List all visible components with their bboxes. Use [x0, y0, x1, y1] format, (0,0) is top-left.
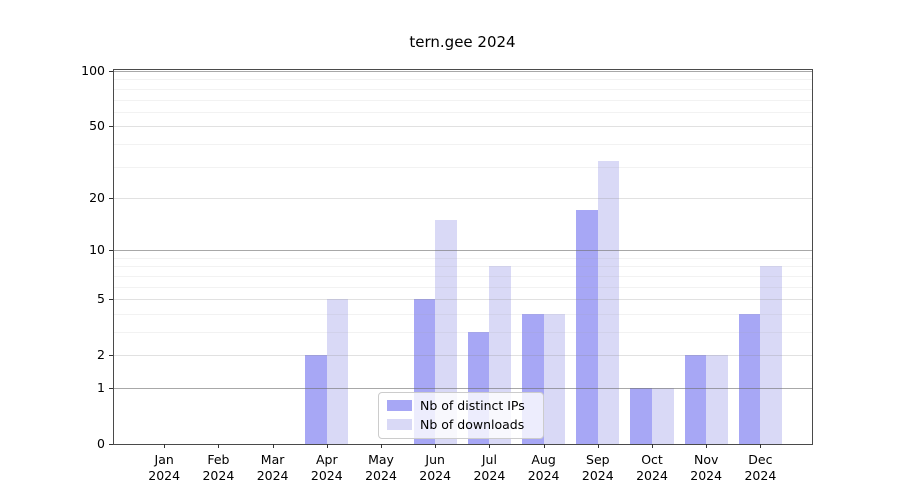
- bar-downloads-apr: [326, 299, 349, 444]
- bar-downloads-dec: [760, 266, 783, 444]
- y-tick-mark-20: [109, 197, 113, 199]
- gridline-y-1: [113, 388, 812, 389]
- x-tick-label-feb: Feb 2024: [190, 452, 246, 484]
- x-tick-mark-may: [381, 444, 382, 448]
- legend-label-distinct-ips: Nb of distinct IPs: [420, 398, 525, 413]
- y-tick-label-5: 5: [97, 291, 105, 307]
- gridline-y-8: [113, 266, 812, 268]
- y-tick-mark-2: [109, 355, 113, 357]
- bar-downloads-jun: [435, 219, 457, 444]
- spine-right: [812, 69, 813, 445]
- legend-swatch-downloads: [387, 419, 412, 430]
- x-tick-mark-aug: [543, 444, 545, 448]
- legend-item-distinct-ips: Nb of distinct IPs: [387, 398, 535, 413]
- x-tick-label-year: 2024: [419, 468, 452, 483]
- y-tick-mark-100: [109, 71, 113, 72]
- gridline-y-100: [113, 71, 812, 72]
- bar-ips-apr: [305, 355, 327, 444]
- x-tick-label-apr: Apr 2024: [299, 452, 355, 484]
- x-tick-label-year: 2024: [202, 468, 235, 483]
- y-tick-mark-5: [109, 299, 113, 301]
- bar-downloads-sep: [597, 161, 620, 444]
- x-tick-label-oct: Oct 2024: [624, 452, 680, 484]
- y-tick-mark-10: [109, 250, 113, 252]
- plot-area: [113, 69, 812, 444]
- spine-top: [113, 69, 813, 70]
- x-tick-label-dec: Dec 2024: [732, 452, 788, 484]
- spine-left: [113, 69, 114, 445]
- x-tick-label-mar: Mar 2024: [245, 452, 301, 484]
- x-tick-mark-apr: [326, 444, 328, 448]
- x-tick-label-year: 2024: [473, 468, 506, 483]
- gridline-y-80: [113, 88, 812, 90]
- x-tick-label-sep: Sep 2024: [570, 452, 626, 484]
- x-tick-label-jul: Jul 2024: [461, 452, 517, 484]
- gridline-y-6: [113, 286, 812, 288]
- legend-label-downloads: Nb of downloads: [420, 417, 525, 432]
- gridline-y-50: [113, 126, 812, 128]
- x-tick-label-may: May 2024: [353, 452, 409, 484]
- bar-downloads-aug: [543, 313, 566, 444]
- gridline-y-3: [113, 332, 812, 333]
- x-tick-label-year: 2024: [310, 468, 343, 483]
- x-tick-label-year: 2024: [581, 468, 614, 483]
- gridline-y-4: [113, 313, 812, 315]
- gridline-y-60: [113, 111, 812, 113]
- x-tick-mark-jul: [489, 444, 491, 448]
- x-tick-label-jun: Jun 2024: [407, 452, 463, 484]
- gridline-y-7: [113, 275, 812, 277]
- y-tick-mark-1: [109, 388, 113, 389]
- y-tick-label-100: 100: [81, 63, 105, 78]
- x-tick-mark-jan: [164, 444, 166, 448]
- gridline-y-40: [113, 143, 812, 145]
- gridline-y-10: [113, 250, 812, 252]
- x-tick-label-aug: Aug 2024: [516, 452, 572, 484]
- y-tick-label-1: 1: [97, 380, 105, 395]
- chart-title: tern.gee 2024: [409, 33, 516, 51]
- bar-ips-dec: [738, 313, 761, 444]
- gridline-y-70: [113, 99, 812, 101]
- gridline-y-30: [113, 166, 812, 168]
- x-tick-label-year: 2024: [744, 468, 777, 483]
- y-tick-label-20: 20: [89, 189, 105, 205]
- x-tick-label-year: 2024: [690, 468, 723, 483]
- legend: Nb of distinct IPs Nb of downloads: [378, 392, 544, 439]
- x-tick-mark-feb: [218, 444, 220, 448]
- bar-ips-sep: [576, 210, 598, 444]
- y-tick-mark-0: [109, 444, 113, 445]
- x-tick-mark-nov: [706, 444, 708, 448]
- gridline-y-90: [113, 79, 812, 81]
- y-tick-label-0: 0: [97, 436, 105, 451]
- y-tick-mark-50: [109, 126, 113, 128]
- legend-item-downloads: Nb of downloads: [387, 417, 535, 432]
- gridline-y-20: [113, 197, 812, 199]
- y-tick-label-2: 2: [97, 347, 105, 363]
- x-tick-label-year: 2024: [527, 468, 560, 483]
- x-tick-label-year: 2024: [365, 468, 397, 483]
- y-tick-label-50: 50: [89, 118, 105, 134]
- x-tick-label-year: 2024: [256, 468, 289, 483]
- x-tick-mark-oct: [652, 444, 653, 448]
- x-tick-mark-jun: [435, 444, 437, 448]
- gridline-y-5: [113, 299, 812, 301]
- bar-downloads-oct: [652, 387, 674, 444]
- x-tick-mark-sep: [597, 444, 599, 448]
- x-tick-mark-dec: [760, 444, 762, 448]
- legend-swatch-distinct-ips: [387, 400, 412, 411]
- x-tick-label-nov: Nov 2024: [678, 452, 734, 484]
- x-tick-label-jan: Jan 2024: [136, 452, 192, 484]
- y-tick-label-10: 10: [89, 242, 105, 258]
- gridline-y-9: [113, 257, 812, 259]
- gridline-y-2: [113, 355, 812, 357]
- spine-bottom: [113, 444, 813, 445]
- x-tick-mark-mar: [272, 444, 274, 448]
- bar-downloads-nov: [706, 355, 728, 444]
- bar-ips-oct: [630, 387, 652, 444]
- x-tick-label-year: 2024: [636, 468, 668, 483]
- x-tick-label-year: 2024: [148, 468, 181, 483]
- bar-ips-nov: [684, 355, 707, 444]
